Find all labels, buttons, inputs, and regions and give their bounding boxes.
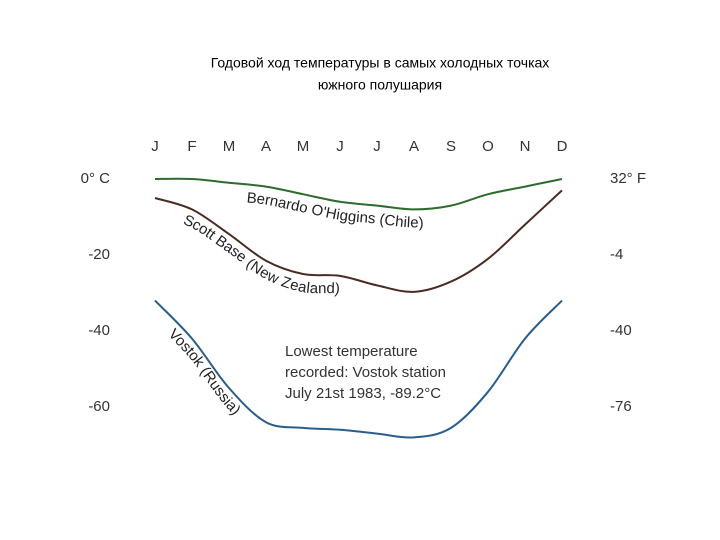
series-line [154,299,563,439]
series-label: Vostok (Russia) [165,326,244,419]
series-label-path: Vostok (Russia) [165,326,244,419]
x-tick-label: M [297,138,310,155]
y-tick-label: -40 [88,322,110,339]
x-tick-label: D [557,138,568,155]
chart-title: южного полушария [318,77,442,93]
x-tick-label: M [223,138,236,155]
y-tick-label: 0° C [81,170,111,187]
series-label-path: Scott Base (New Zealand) [181,212,341,298]
series-line [154,177,563,211]
x-tick-label: A [261,138,271,155]
x-tick-label: S [446,138,456,155]
x-tick-label: J [373,138,381,155]
series-label: Bernardo O'Higgins (Chile) [246,189,424,231]
x-tick-label: J [336,138,344,155]
x-tick-label: F [187,138,196,155]
chart-title: Годовой ход температуры в самых холодных… [211,55,550,71]
x-tick-label: J [151,138,159,155]
y2-tick-label: 32° F [610,170,646,187]
x-tick-label: N [520,138,531,155]
y-tick-label: -20 [88,246,110,263]
annotation: Lowest temperature [285,343,418,360]
series-line [154,189,563,293]
y2-tick-label: -4 [610,246,623,263]
annotation: recorded: Vostok station [285,364,446,381]
series-label: Scott Base (New Zealand) [181,212,341,298]
annotation: July 21st 1983, -89.2°C [285,385,441,402]
x-tick-label: O [482,138,494,155]
y-tick-label: -60 [88,398,110,415]
x-tick-label: A [409,138,419,155]
series-label-path: Bernardo O'Higgins (Chile) [246,189,424,231]
y2-tick-label: -40 [610,322,632,339]
y2-tick-label: -76 [610,398,632,415]
